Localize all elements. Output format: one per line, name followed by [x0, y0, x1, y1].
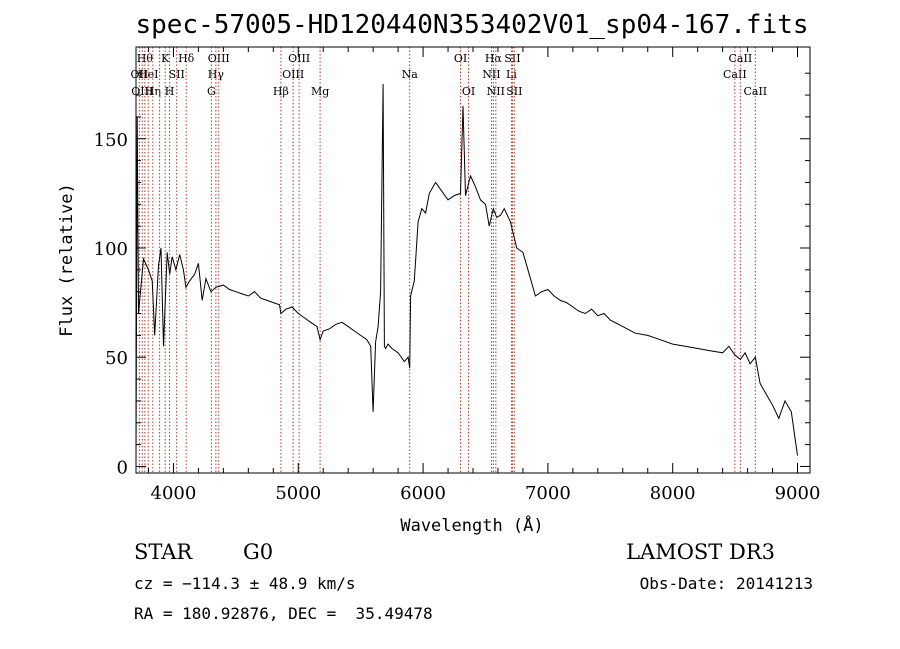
- line-marker-label: Hδ: [178, 52, 195, 65]
- coords-text: RA = 180.92876, DEC = 35.49478: [134, 604, 433, 623]
- line-marker-label: OIII: [288, 52, 310, 65]
- axes: 4000 5000 6000 7000 8000 9000 0 50 100 150: [94, 47, 821, 504]
- x-tick-label: 7000: [525, 483, 571, 504]
- spectrum-line: [135, 84, 798, 460]
- line-marker-label: Hβ: [273, 85, 289, 98]
- x-tick-label: 6000: [400, 483, 446, 504]
- line-marker-label: Hγ: [208, 68, 225, 81]
- line-marker-label: SII: [506, 85, 522, 98]
- line-marker-label: Mg: [311, 85, 329, 98]
- line-marker-label: OI: [454, 52, 467, 65]
- line-marker-label: Hθ: [137, 52, 154, 65]
- line-marker-label: K: [161, 52, 170, 65]
- x-tick-label: 4000: [151, 483, 197, 504]
- y-tick-label: 0: [117, 457, 128, 478]
- line-marker-label: NII: [482, 68, 500, 81]
- y-tick-label: 100: [94, 239, 128, 260]
- line-marker-label: Na: [402, 68, 419, 81]
- plot-area: [135, 46, 811, 474]
- x-tick-label: 8000: [650, 483, 696, 504]
- line-marker-label: Li: [506, 68, 517, 81]
- line-marker-label: Hη: [145, 85, 161, 98]
- line-marker-label: SII: [504, 52, 520, 65]
- cz-text: cz = −114.3 ± 48.9 km/s: [134, 574, 356, 593]
- obs-date-text: Obs-Date: 20141213: [640, 574, 813, 593]
- x-tick-label: 9000: [775, 483, 821, 504]
- spectral-line-markers: OIIOIIIHθHeIHηKHSIIHδGHγOIIIHβOIIIOIIIMg…: [131, 47, 767, 473]
- chart-title: spec-57005-HD120440N353402V01_sp04-167.f…: [135, 10, 808, 40]
- x-tick-label: 5000: [275, 483, 321, 504]
- x-axis-label: Wavelength (Å): [400, 514, 543, 536]
- plot-frame: [135, 46, 811, 474]
- line-marker-label: OIII: [208, 52, 230, 65]
- line-marker-label: OIII: [282, 68, 304, 81]
- y-tick-label: 50: [105, 348, 128, 369]
- class-label: STAR: [134, 540, 193, 564]
- y-axis-label: Flux (relative): [57, 183, 77, 337]
- survey-label: LAMOST DR3: [626, 540, 775, 564]
- line-marker-label: SII: [169, 68, 185, 81]
- line-marker-label: H: [165, 85, 175, 98]
- y-tick-label: 150: [94, 130, 128, 151]
- line-marker-label: OII: [131, 68, 149, 81]
- line-marker-label: CaII: [729, 52, 753, 65]
- line-marker-label: G: [207, 85, 216, 98]
- line-marker-label: CaII: [723, 68, 747, 81]
- line-marker-label: HeI: [138, 68, 158, 81]
- line-marker-label: NII: [487, 85, 505, 98]
- subclass-label: G0: [243, 540, 273, 564]
- line-marker-label: OI: [462, 85, 475, 98]
- line-marker-label: CaII: [743, 85, 767, 98]
- line-marker-label: Hα: [485, 52, 503, 65]
